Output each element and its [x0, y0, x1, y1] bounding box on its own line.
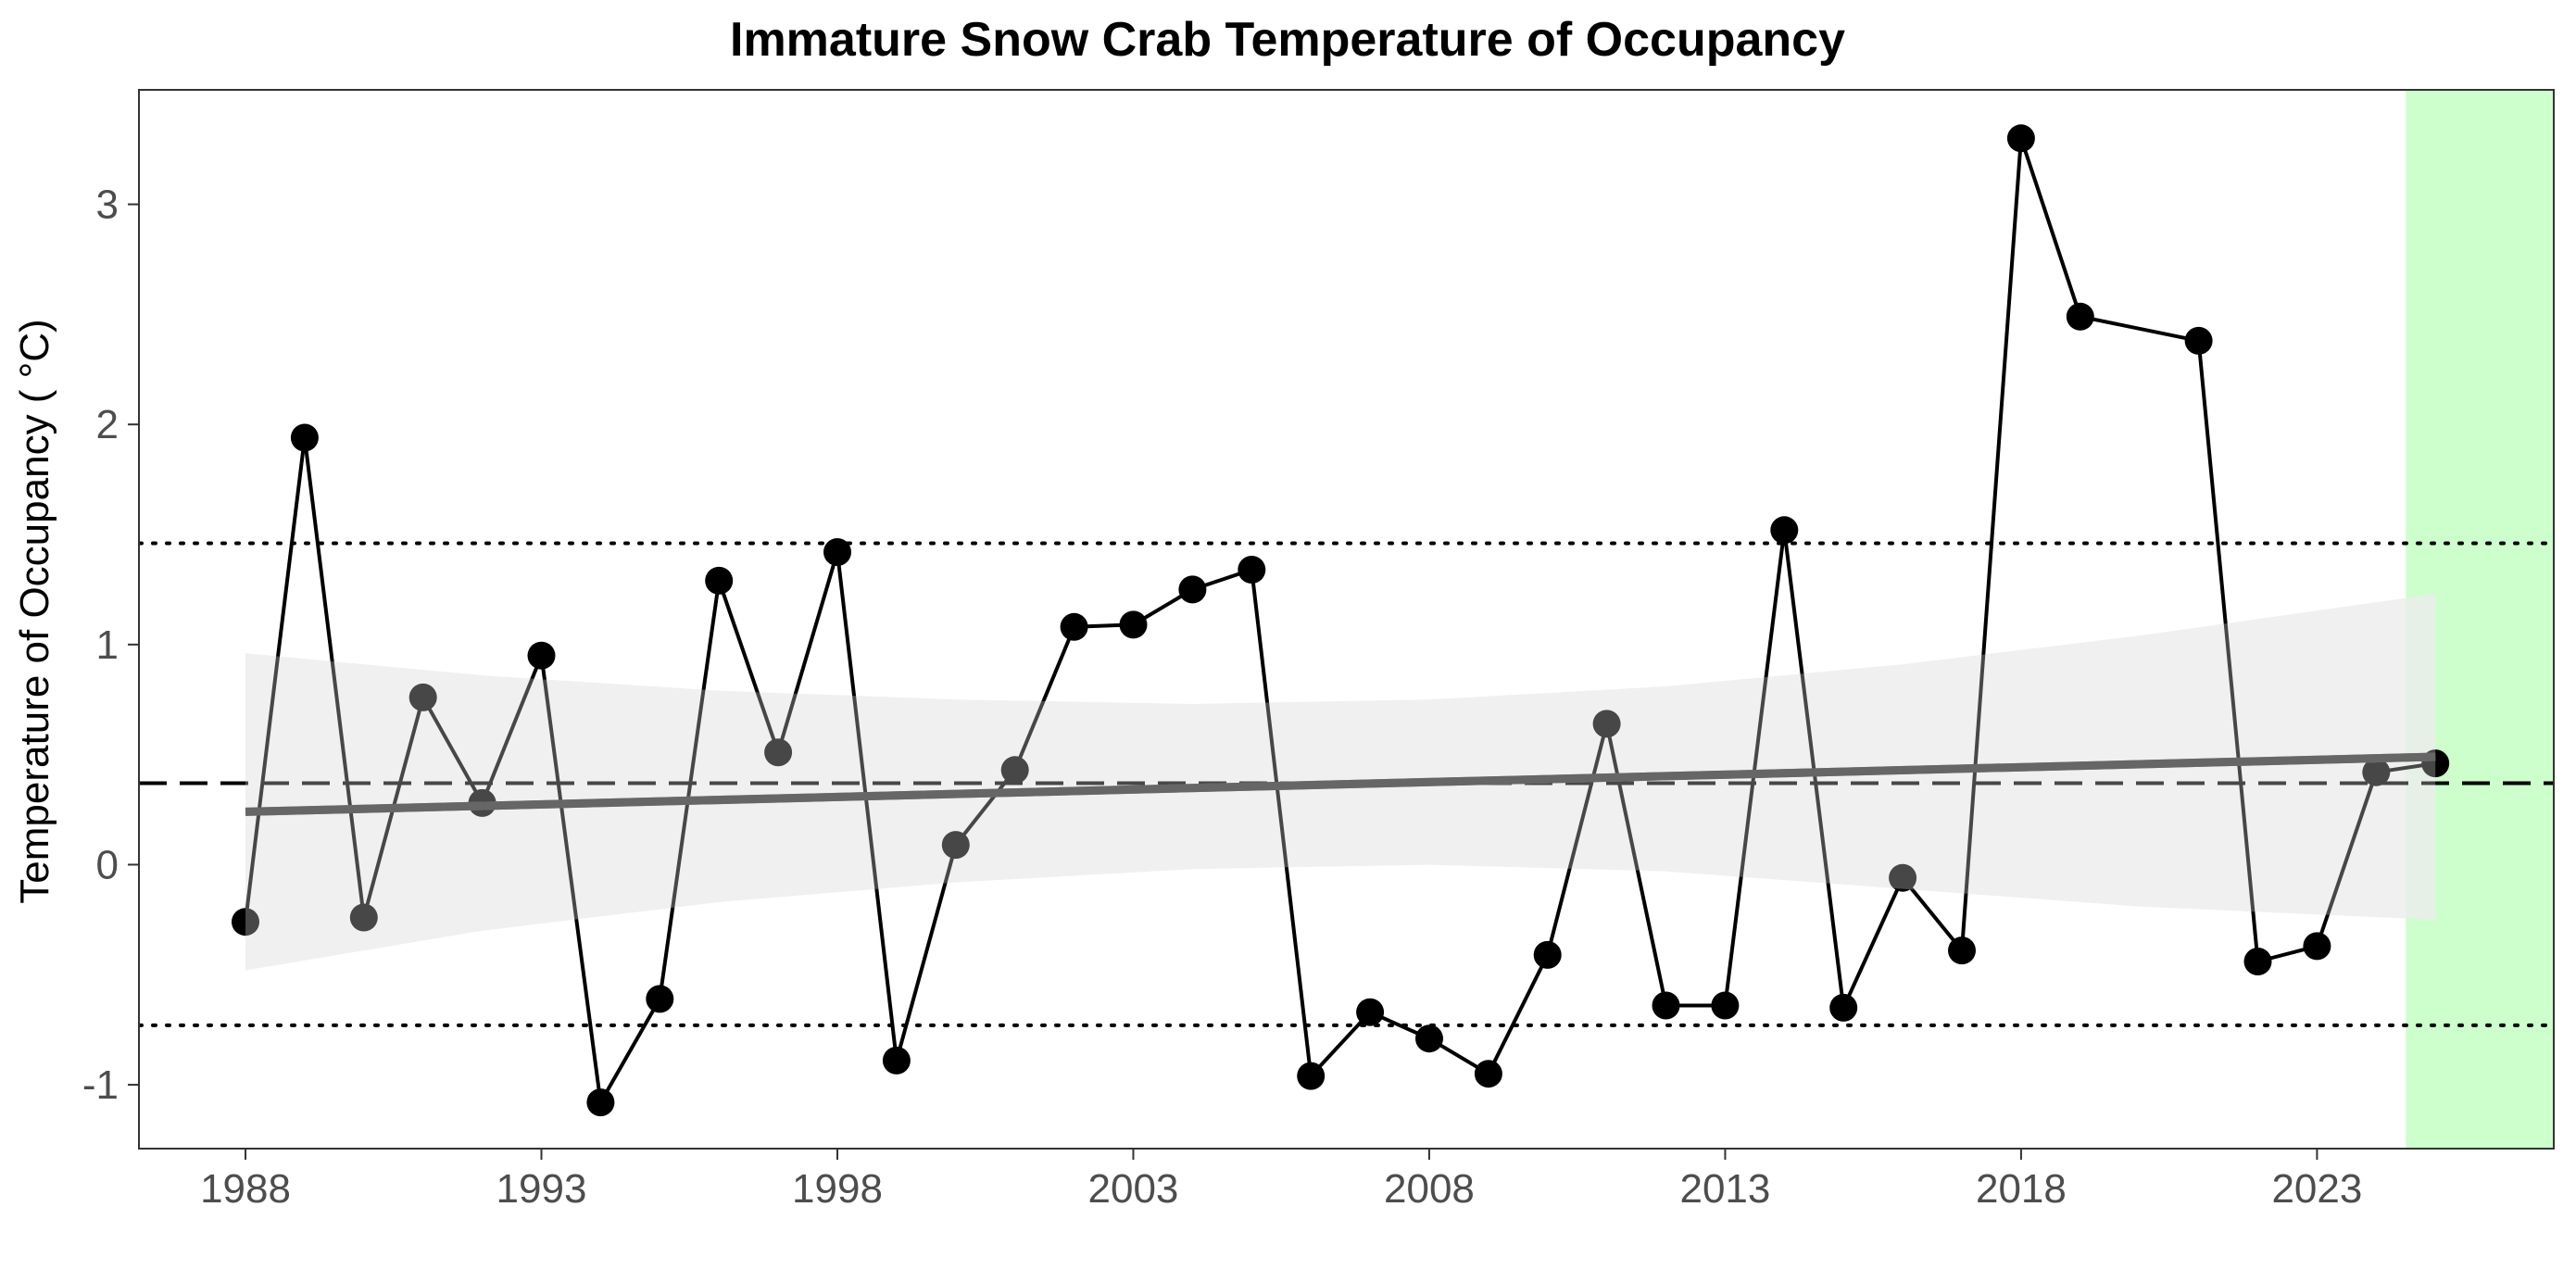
data-point [1238, 556, 1266, 584]
data-point [232, 908, 259, 936]
data-point [941, 831, 970, 860]
data-point [2362, 758, 2391, 786]
y-tick-label: -1 [82, 1062, 119, 1108]
data-point [2243, 948, 2272, 975]
data-point [1000, 756, 1029, 785]
data-point [1356, 998, 1385, 1026]
data-point [586, 1088, 615, 1117]
x-tick-label: 2008 [1384, 1166, 1475, 1212]
y-tick-label: 2 [96, 402, 119, 447]
data-point [2303, 932, 2331, 961]
x-tick-label: 2023 [2271, 1166, 2362, 1212]
plot-area: 1988 1993 1998 2003 2008 2013 2018 2023 -1 0 1 2 3 [82, 89, 2555, 1212]
data-point [1889, 863, 1917, 892]
y-axis-label: Temperature of Occupancy ( °C) [12, 319, 57, 903]
data-point [290, 423, 319, 452]
data-point [1178, 575, 1207, 604]
panel-border [138, 89, 2555, 1150]
data-point [882, 1046, 911, 1075]
data-point [408, 683, 437, 711]
data-point [1297, 1062, 1326, 1090]
panel-content [139, 90, 2554, 1149]
y-tick-label: 3 [96, 182, 119, 228]
data-point [1770, 516, 1799, 545]
data-point [1474, 1060, 1502, 1088]
x-tick-label: 1998 [792, 1166, 883, 1212]
data-point [823, 538, 851, 566]
data-point [1652, 991, 1680, 1020]
data-point [2184, 326, 2213, 355]
data-point [1711, 991, 1740, 1020]
data-point [1119, 610, 1148, 639]
y-tick-label: 0 [96, 842, 119, 887]
data-point [2006, 124, 2035, 153]
data-point [1060, 612, 1088, 641]
x-tick-label: 1993 [496, 1166, 587, 1212]
data-point [646, 985, 674, 1013]
data-point [1829, 993, 1858, 1022]
data-point [527, 641, 556, 670]
x-tick-label: 1988 [200, 1166, 291, 1212]
data-point [1533, 940, 1562, 969]
data-point [2066, 302, 2094, 331]
data-point [1948, 936, 1976, 965]
data-point [764, 738, 793, 767]
x-tick-label: 2003 [1088, 1166, 1179, 1212]
data-point [1415, 1024, 1443, 1053]
data-point [1592, 710, 1621, 738]
series-line [244, 136, 2436, 1105]
y-tick-label: 1 [96, 622, 119, 668]
data-point [349, 903, 378, 932]
data-point [705, 566, 734, 595]
trend-line-top [245, 752, 2436, 816]
x-tick-label: 2018 [1976, 1166, 2067, 1212]
x-tick-label: 2013 [1679, 1166, 1770, 1212]
chart-title: Immature Snow Crab Temperature of Occupa… [730, 13, 1845, 67]
